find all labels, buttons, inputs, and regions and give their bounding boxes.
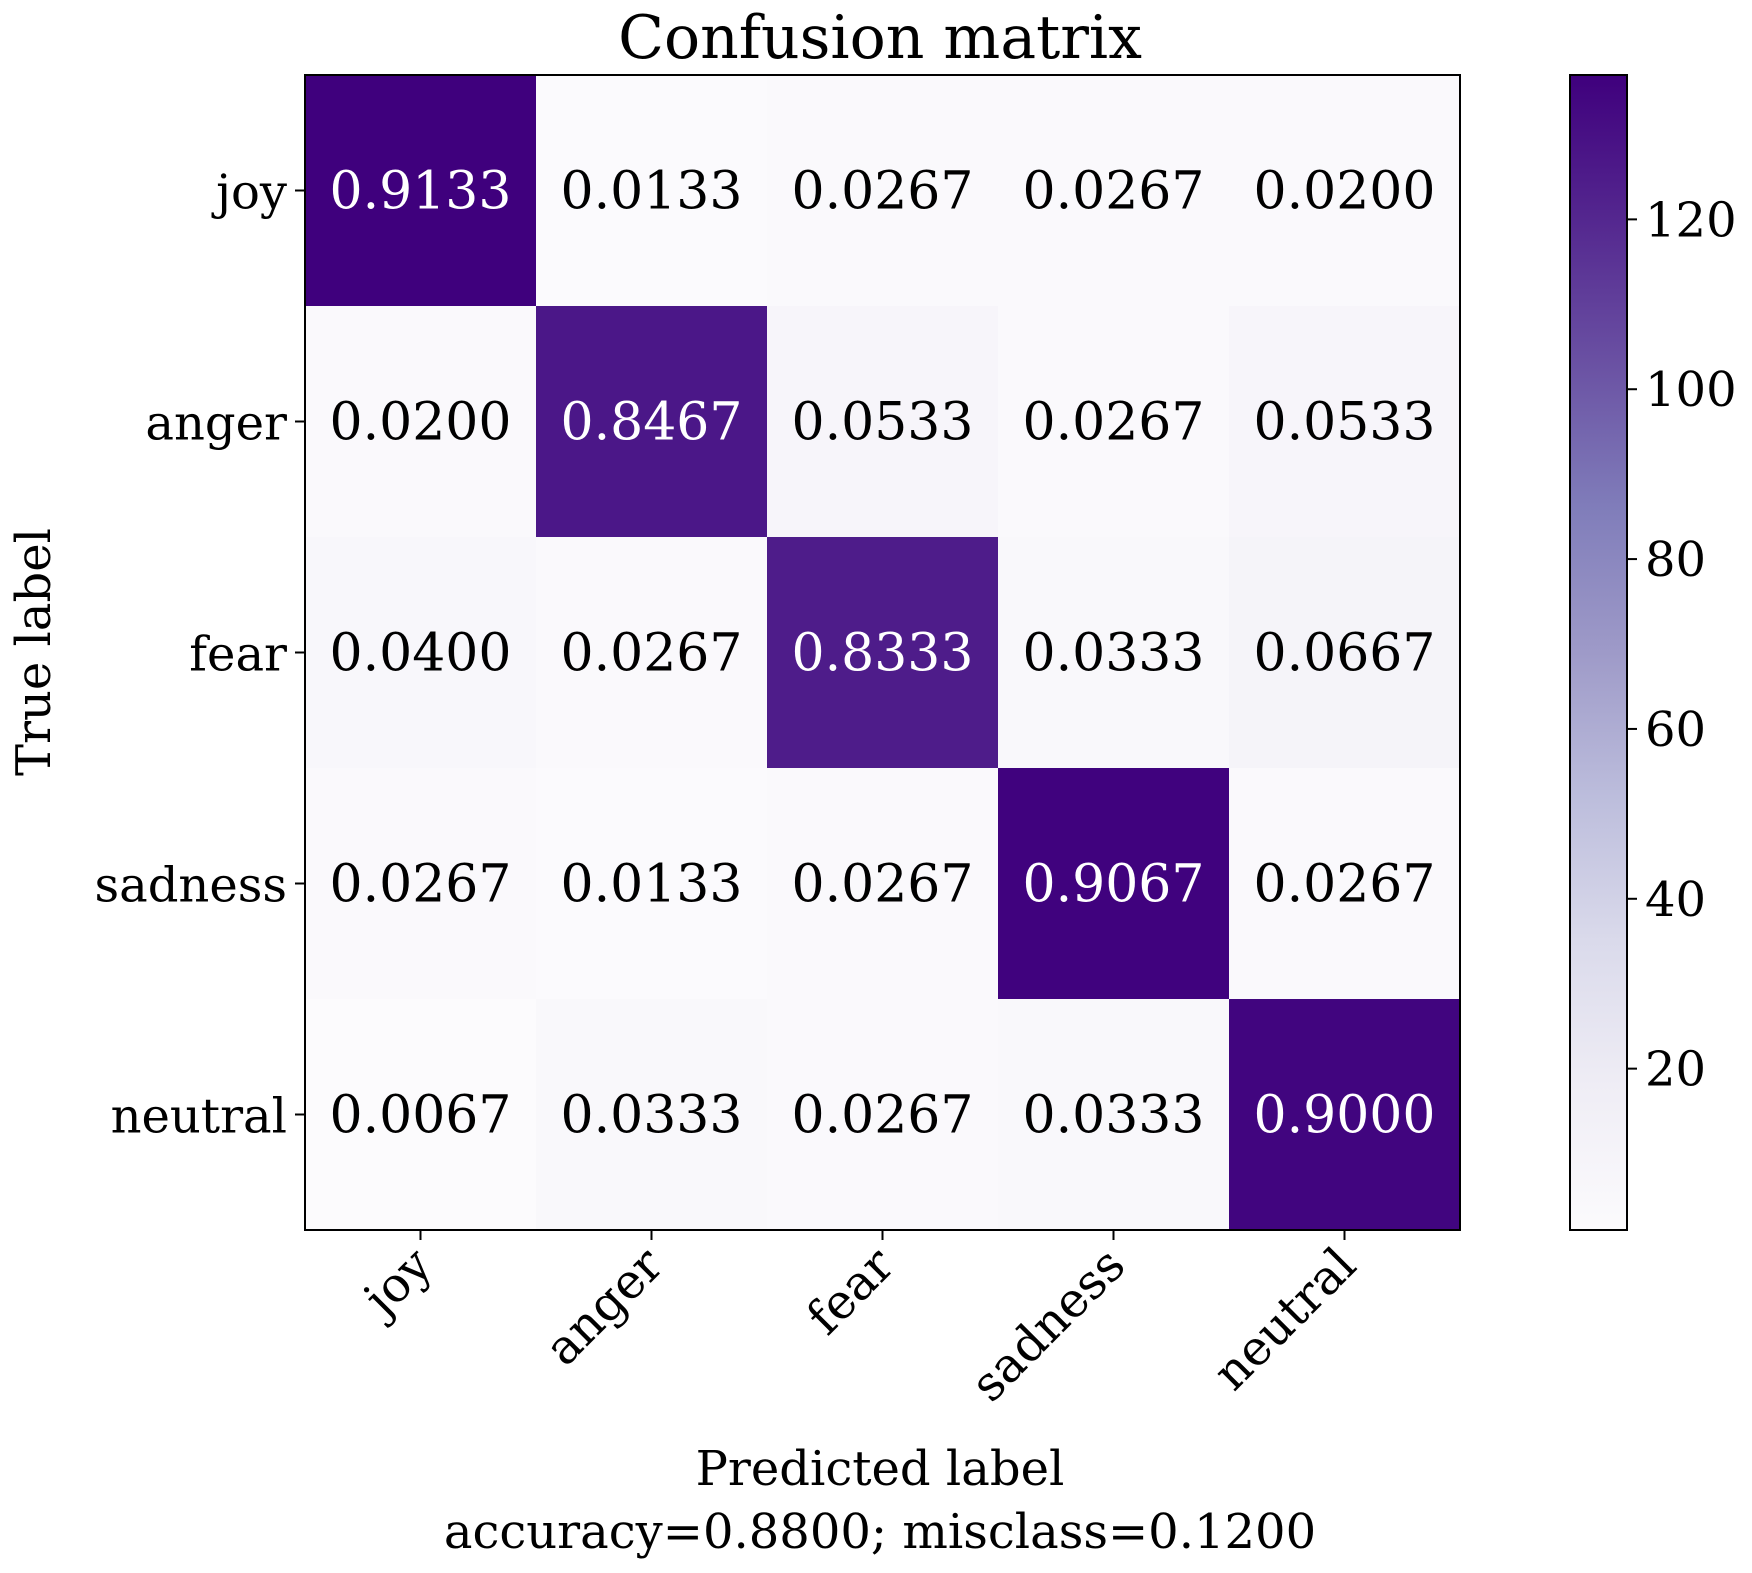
cell-value-label: 0.0267 [1254, 855, 1436, 915]
x-axis-ticks: joy anger fear sadness neutral [350, 1230, 1367, 1413]
heatmap-cell [305, 75, 537, 307]
y-tick-label: neutral [111, 1089, 287, 1145]
heatmap-cell [767, 537, 999, 769]
y-axis-ticks: joy anger fear sadness neutral [94, 165, 305, 1145]
heatmap-cell [536, 537, 768, 769]
cell-value-label: 0.0333 [1023, 1086, 1205, 1146]
x-tick-label: anger [534, 1237, 674, 1377]
colorbar-ticks: 20 40 60 80 100 120 [1627, 192, 1737, 1098]
heatmap-cell [1229, 75, 1461, 307]
x-tick-label: fear [796, 1237, 905, 1346]
colorbar [1569, 74, 1628, 1231]
heatmap-cell [536, 999, 768, 1231]
heatmap-cells [305, 75, 1461, 1231]
cell-value-label: 0.0267 [1023, 393, 1205, 453]
cell-value-label: 0.0667 [1254, 624, 1436, 684]
heatmap-cell [305, 306, 537, 538]
cell-value-label: 0.0533 [792, 393, 974, 453]
colorbar-tick-label: 40 [1645, 872, 1706, 928]
cell-value-label: 0.0267 [1023, 162, 1205, 222]
cell-value-label: 0.0200 [1254, 162, 1436, 222]
heatmap-cell [998, 306, 1230, 538]
heatmap-cell [305, 537, 537, 769]
cell-value-label: 0.9000 [1254, 1086, 1436, 1146]
heatmap-cell [536, 75, 768, 307]
heatmap-cell [998, 537, 1230, 769]
heatmap-cell [1229, 537, 1461, 769]
heatmap-cell [767, 75, 999, 307]
heatmap-cell [767, 999, 999, 1231]
heatmap-cell [767, 768, 999, 1000]
colorbar-tick-label: 60 [1645, 702, 1706, 758]
cell-value-label: 0.0333 [561, 1086, 743, 1146]
cell-value-label: 0.9133 [330, 162, 512, 222]
y-axis-label: True label [6, 528, 62, 776]
heatmap-cell [305, 999, 537, 1231]
cell-value-label: 0.0267 [330, 855, 512, 915]
cell-value-label: 0.0333 [1023, 624, 1205, 684]
heatmap-cell [1229, 999, 1461, 1231]
cell-value-label: 0.0267 [792, 1086, 974, 1146]
cell-value-label: 0.0267 [792, 855, 974, 915]
x-axis-label: Predicted label [696, 1441, 1065, 1497]
heatmap-cell [998, 75, 1230, 307]
colorbar-tick-label: 20 [1645, 1042, 1706, 1098]
cell-value-label: 0.8333 [792, 624, 974, 684]
cell-value-label: 0.0400 [330, 624, 512, 684]
cell-value-label: 0.0267 [561, 624, 743, 684]
heatmap-cell [998, 999, 1230, 1231]
heatmap-cell [998, 768, 1230, 1000]
y-tick-label: sadness [94, 858, 287, 914]
heatmap-cell [536, 306, 768, 538]
colorbar-tick-label: 120 [1645, 192, 1737, 248]
cell-value-label: 0.0133 [561, 162, 743, 222]
heatmap-cell [536, 768, 768, 1000]
cell-value-label: 0.0067 [330, 1086, 512, 1146]
colorbar-tick-label: 80 [1645, 532, 1706, 588]
cell-value-label: 0.0533 [1254, 393, 1436, 453]
heatmap-cell [1229, 768, 1461, 1000]
heatmap-cell [305, 768, 537, 1000]
heatmap-cell [1229, 306, 1461, 538]
y-tick-label: joy [211, 165, 287, 221]
colorbar-tick-label: 100 [1645, 362, 1737, 418]
heatmap-cell [767, 306, 999, 538]
accuracy-note: accuracy=0.8800; misclass=0.1200 [444, 1504, 1316, 1560]
x-tick-label: neutral [1203, 1237, 1367, 1401]
x-tick-label: sadness [960, 1237, 1136, 1413]
cell-value-label: 0.0200 [330, 393, 512, 453]
cell-value-label: 0.8467 [561, 393, 743, 453]
cell-value-label: 0.0133 [561, 855, 743, 915]
y-tick-label: fear [189, 627, 287, 683]
y-tick-label: anger [145, 396, 287, 452]
heatmap-cell-labels: 0.9133 0.0133 0.0267 0.0267 0.0200 0.0200 0.84… [330, 162, 1436, 1146]
x-tick-label: joy [350, 1237, 443, 1330]
chart-title: Confusion matrix [618, 3, 1142, 73]
cell-value-label: 0.9067 [1023, 855, 1205, 915]
cell-value-label: 0.0267 [792, 162, 974, 222]
